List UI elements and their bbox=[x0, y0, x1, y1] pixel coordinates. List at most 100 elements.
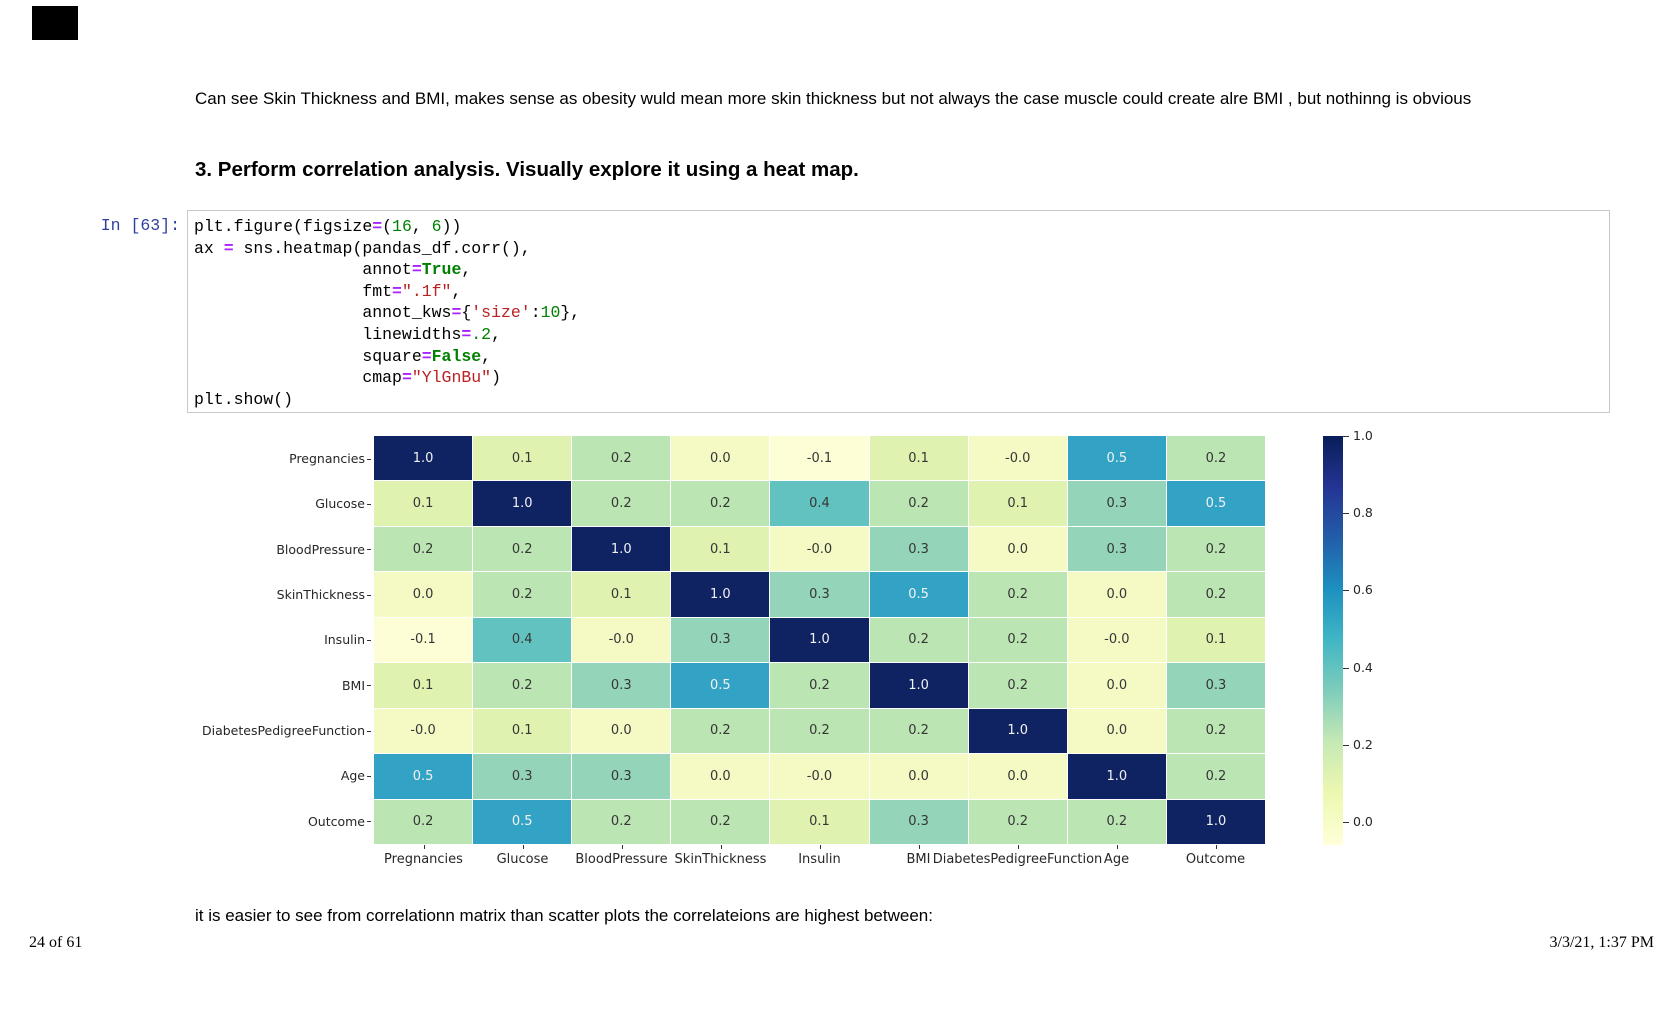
heatmap-cell: 0.2 bbox=[1166, 572, 1265, 617]
heatmap-cell: 0.2 bbox=[1166, 526, 1265, 572]
y-tick-mark bbox=[367, 776, 371, 777]
code-line: fmt=".1f", bbox=[194, 281, 462, 301]
heatmap-cell: 1.0 bbox=[473, 481, 572, 526]
heatmap-grid: 1.0 0.1 0.2 0.0 -0.1 0.1 -0.0 0.5 0.2 0.1 1.0 0.2 0.… bbox=[374, 436, 1265, 844]
heatmap-cell: 0.2 bbox=[770, 708, 869, 754]
heatmap-cell: 0.2 bbox=[1067, 799, 1166, 844]
heatmap-col-label: Glucose bbox=[496, 852, 549, 867]
heatmap-cell: 0.1 bbox=[671, 526, 770, 572]
heatmap-cell: -0.0 bbox=[770, 754, 869, 799]
heatmap-cell: 0.2 bbox=[968, 572, 1067, 617]
heatmap-cell: 0.0 bbox=[1067, 572, 1166, 617]
heatmap-cell: 0.2 bbox=[869, 708, 968, 754]
heatmap-cell: 0.1 bbox=[473, 708, 572, 754]
code-cell-source: plt.figure(figsize=(16, 6)) ax = sns.heat… bbox=[194, 216, 580, 410]
heatmap-cell: 0.2 bbox=[473, 526, 572, 572]
heatmap-cell: 0.2 bbox=[473, 663, 572, 708]
heatmap-row-label: Glucose bbox=[315, 496, 365, 512]
heatmap-cell: 0.2 bbox=[968, 617, 1067, 663]
colorbar-tick-mark bbox=[1343, 513, 1349, 515]
heatmap-cell: 0.2 bbox=[572, 799, 671, 844]
print-timestamp: 3/3/21, 1:37 PM bbox=[1549, 934, 1654, 951]
colorbar-tick-mark bbox=[1343, 436, 1349, 437]
y-tick-mark bbox=[367, 640, 371, 641]
code-line: ax = sns.heatmap(pandas_df.corr(), bbox=[194, 238, 531, 258]
heatmap-cell: 0.0 bbox=[572, 708, 671, 754]
colorbar-tick-mark bbox=[1343, 590, 1349, 592]
heatmap-cell: 0.0 bbox=[374, 572, 473, 617]
heatmap-cell: 0.5 bbox=[1166, 481, 1265, 526]
y-tick-mark bbox=[367, 549, 371, 551]
notebook-markdown-paragraph: Can see Skin Thickness and BMI, makes se… bbox=[195, 89, 1472, 108]
heatmap-col-label: DiabetesPedigreeFunction bbox=[932, 852, 1103, 867]
heatmap-row-label: SkinThickness bbox=[276, 587, 365, 603]
heatmap-cell: 0.0 bbox=[671, 436, 770, 481]
colorbar-tick-mark bbox=[1343, 744, 1349, 746]
heatmap-cell: 0.3 bbox=[1166, 663, 1265, 708]
x-tick-mark bbox=[423, 845, 425, 849]
section-heading: 3. Perform correlation analysis. Visuall… bbox=[195, 158, 859, 181]
page-number: 24 of 61 bbox=[29, 934, 83, 951]
heatmap-cell: 0.2 bbox=[671, 708, 770, 754]
colorbar-tick-label: 0.8 bbox=[1353, 505, 1373, 521]
y-tick-mark bbox=[367, 821, 371, 823]
x-tick-mark bbox=[1215, 845, 1217, 849]
code-line: annot=True, bbox=[194, 260, 472, 280]
x-tick-mark bbox=[1017, 845, 1019, 849]
colorbar-tick-mark bbox=[1343, 667, 1349, 669]
heatmap-cell: 0.2 bbox=[1166, 436, 1265, 481]
code-line: square=False, bbox=[194, 346, 492, 366]
heatmap-cell: 0.3 bbox=[473, 754, 572, 799]
heatmap-cell: -0.1 bbox=[770, 436, 869, 481]
heatmap-cell: 0.5 bbox=[1067, 436, 1166, 481]
heatmap-cell: 0.2 bbox=[968, 799, 1067, 844]
heatmap-cell: -0.0 bbox=[374, 708, 473, 754]
black-rectangle bbox=[32, 6, 78, 40]
heatmap-cell: 0.1 bbox=[869, 436, 968, 481]
heatmap-cell: 0.2 bbox=[1166, 754, 1265, 799]
heatmap-cell: 0.2 bbox=[1166, 708, 1265, 754]
heatmap-cell: 0.4 bbox=[770, 481, 869, 526]
heatmap-row-label: Age bbox=[340, 768, 365, 784]
heatmap-col-label: Age bbox=[1103, 852, 1130, 867]
heatmap-cell: 0.2 bbox=[968, 663, 1067, 708]
y-tick-mark bbox=[367, 594, 371, 596]
heatmap-cell: -0.0 bbox=[572, 617, 671, 663]
code-cell-border bbox=[187, 210, 1610, 413]
code-line: cmap="YlGnBu") bbox=[194, 368, 501, 388]
heatmap-col-label: Outcome bbox=[1185, 852, 1246, 867]
heatmap-cell: 0.2 bbox=[671, 799, 770, 844]
heatmap-cell: 0.5 bbox=[869, 572, 968, 617]
heatmap-cell: 1.0 bbox=[1166, 799, 1265, 844]
heatmap-cell: 0.1 bbox=[374, 481, 473, 526]
y-tick-mark bbox=[367, 685, 371, 687]
heatmap-cell: 0.2 bbox=[374, 526, 473, 572]
heatmap-cell: 0.3 bbox=[572, 754, 671, 799]
heatmap-col-label: Pregnancies bbox=[384, 852, 463, 867]
heatmap-cell: 0.1 bbox=[473, 436, 572, 481]
colorbar-tick-label: 0.2 bbox=[1353, 736, 1373, 752]
colorbar-tick-label: 1.0 bbox=[1353, 428, 1373, 443]
heatmap-cell: -0.0 bbox=[770, 526, 869, 572]
heatmap-cell: 0.3 bbox=[869, 526, 968, 572]
heatmap-row-label: BloodPressure bbox=[276, 541, 365, 557]
heatmap-cell: 0.2 bbox=[473, 572, 572, 617]
heatmap-col-label: BloodPressure bbox=[575, 852, 668, 867]
colorbar-tick-label: 0.6 bbox=[1353, 582, 1373, 598]
heatmap-cell: 0.0 bbox=[968, 526, 1067, 572]
colorbar-tick-mark bbox=[1343, 821, 1349, 823]
heatmap-cell: 0.3 bbox=[671, 617, 770, 663]
heatmap-cell: 0.0 bbox=[671, 754, 770, 799]
heatmap-cell: 0.0 bbox=[968, 754, 1067, 799]
heatmap-cell: 0.3 bbox=[572, 663, 671, 708]
heatmap-col-label: SkinThickness bbox=[674, 852, 767, 867]
heatmap-cell: 1.0 bbox=[572, 526, 671, 572]
heatmap-cell: 0.3 bbox=[1067, 481, 1166, 526]
heatmap-cell: 0.3 bbox=[869, 799, 968, 844]
heatmap-cell: 0.0 bbox=[1067, 708, 1166, 754]
heatmap-cell: 1.0 bbox=[968, 708, 1067, 754]
heatmap-cell: 0.2 bbox=[671, 481, 770, 526]
heatmap-cell: 0.3 bbox=[770, 572, 869, 617]
heatmap-cell: 0.2 bbox=[869, 617, 968, 663]
heatmap-cell: 0.5 bbox=[671, 663, 770, 708]
